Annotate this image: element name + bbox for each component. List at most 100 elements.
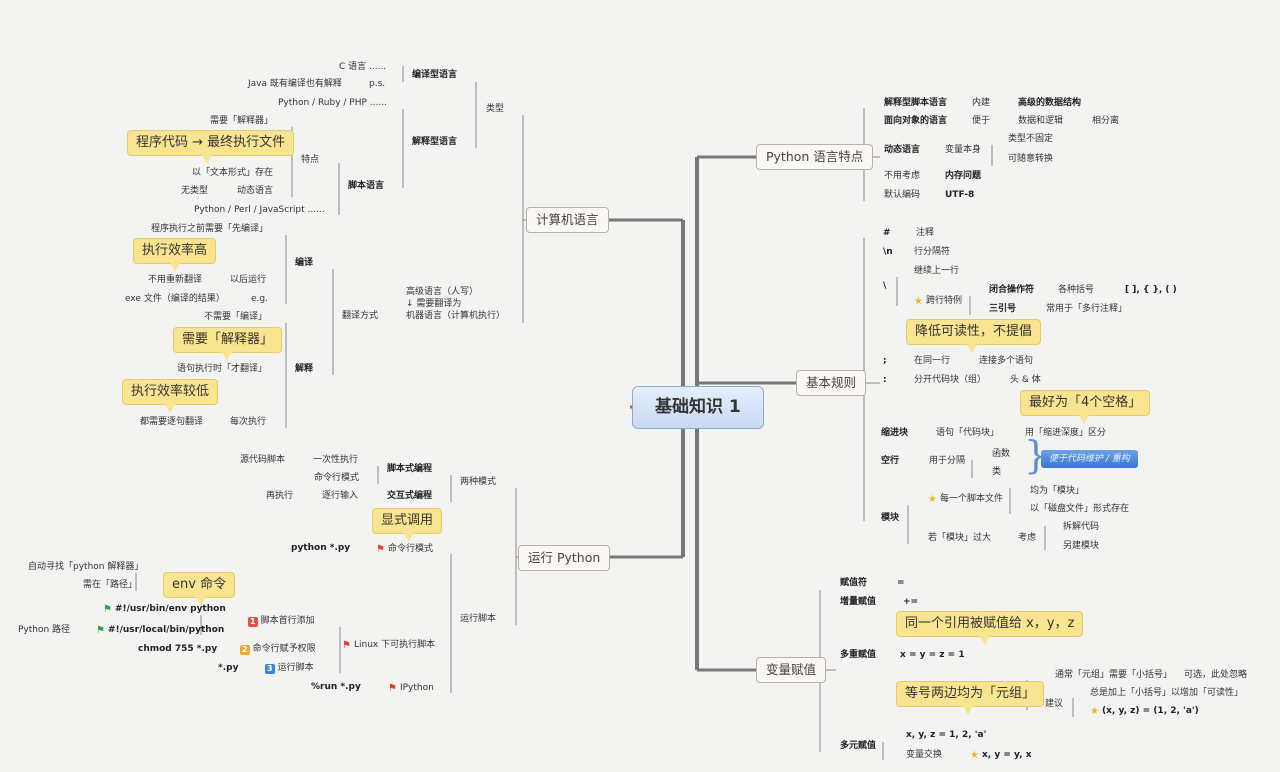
node-linux-exec[interactable]: ⚑ Linux 下可执行脚本: [342, 639, 435, 652]
node-multiline-comment[interactable]: 常用于「多行注释」: [1046, 303, 1127, 315]
node-class[interactable]: 类: [992, 466, 1001, 478]
node-line-by-line[interactable]: 都需要逐句翻译: [140, 416, 203, 428]
node-eg[interactable]: e.g.: [251, 293, 268, 305]
node-newline[interactable]: \n: [883, 246, 893, 258]
node-no-consider[interactable]: 不用考虑: [884, 170, 920, 182]
node-need-interpreter[interactable]: 需要「解释器」: [210, 115, 273, 127]
node-swap-example[interactable]: ★ x, y = y, x: [970, 749, 1032, 762]
node-data-logic[interactable]: 数据和逻辑: [1018, 115, 1063, 127]
node-python-py[interactable]: python *.py: [291, 542, 350, 554]
branch-title[interactable]: 基本规则: [796, 370, 867, 396]
node-dynamic[interactable]: 动态语言: [237, 185, 273, 197]
callout-callout-tuple[interactable]: 等号两边均为「元组」: [896, 681, 1045, 715]
node-optional[interactable]: 可选，此处忽略: [1184, 669, 1247, 681]
node-swap[interactable]: 变量交换: [906, 749, 942, 761]
branch-title[interactable]: 计算机语言: [526, 207, 609, 233]
node-builtin[interactable]: 内建: [972, 97, 990, 109]
node-run-py[interactable]: %run *.py: [311, 681, 361, 693]
node-eq[interactable]: =: [897, 577, 905, 589]
node-maintain[interactable]: 便于代码维护 / 重构: [1041, 450, 1138, 468]
node-python-path[interactable]: Python 路径: [18, 624, 70, 636]
node-script-prog[interactable]: 脚本式编程: [387, 463, 432, 475]
branch-title[interactable]: 变量赋值: [756, 657, 827, 683]
branch-title[interactable]: Python 语言特点: [756, 144, 874, 170]
node-python-ruby[interactable]: Python / Ruby / PHP ......: [278, 97, 387, 109]
node-run-script2[interactable]: 3 运行脚本: [265, 662, 314, 674]
node-xyz1[interactable]: x = y = z = 1: [900, 649, 965, 661]
node-same-line[interactable]: 在同一行: [914, 355, 950, 367]
node-split-code[interactable]: 拆解代码: [1063, 521, 1099, 533]
node-run-later[interactable]: 以后运行: [230, 274, 266, 286]
node-one-time[interactable]: 一次性执行: [313, 454, 358, 466]
node-aug-assign[interactable]: 增量赋值: [840, 596, 876, 608]
node-plus-eq[interactable]: +=: [903, 596, 918, 608]
callout-callout-need-interp[interactable]: 需要「解释器」: [173, 327, 283, 361]
node-cmd-mode[interactable]: 命令行模式: [314, 472, 359, 484]
node-cross-line[interactable]: ★ 跨行特例: [914, 295, 962, 308]
node-line-input[interactable]: 逐行输入: [322, 490, 358, 502]
node-adv-ds[interactable]: 高级的数据结构: [1018, 97, 1081, 109]
node-tuple-paren[interactable]: 通常「元组」需要「小括号」: [1055, 669, 1172, 681]
node-indent-depth[interactable]: 用「缩进深度」区分: [1025, 427, 1106, 439]
node-consider[interactable]: 考虑: [1018, 532, 1036, 544]
node-separate[interactable]: 用于分隔: [929, 455, 965, 467]
node-xyz-tuple[interactable]: x, y, z = 1, 2, 'a': [906, 729, 986, 741]
node-closing-op[interactable]: 闭合操作符: [989, 284, 1034, 296]
node-new-module[interactable]: 另建模块: [1063, 540, 1099, 552]
node-interpret[interactable]: 解释: [295, 363, 313, 375]
node-all-modules[interactable]: 均为「模块」: [1030, 485, 1084, 497]
node-convenient[interactable]: 便于: [972, 115, 990, 127]
node-module-too-big[interactable]: 若「模块」过大: [928, 532, 991, 544]
node-rerun[interactable]: 再执行: [266, 490, 293, 502]
node-chmod[interactable]: chmod 755 *.py: [138, 643, 217, 655]
node-java[interactable]: Java 既有编译也有解释: [248, 78, 342, 90]
node-compile[interactable]: 编译: [295, 257, 313, 269]
callout-callout-high-eff[interactable]: 执行效率高: [133, 238, 217, 272]
node-hash[interactable]: #: [883, 227, 891, 239]
node-exe-file[interactable]: exe 文件（编译的结果）: [125, 293, 225, 305]
node-disk-file[interactable]: 以「磁盘文件」形式存在: [1030, 503, 1129, 515]
node-suggest[interactable]: 建议: [1045, 698, 1063, 710]
node-brackets[interactable]: 各种括号: [1058, 284, 1094, 296]
node-star-py[interactable]: *.py: [218, 662, 238, 674]
node-always-paren[interactable]: 总是加上「小括号」以增加「可读性」: [1090, 687, 1243, 699]
node-multi-assign[interactable]: 多重赋值: [840, 649, 876, 661]
node-var-itself[interactable]: 变量本身: [945, 144, 981, 156]
node-ipython[interactable]: ⚑ IPython: [388, 682, 434, 695]
node-continue[interactable]: 继续上一行: [914, 265, 959, 277]
node-comment[interactable]: 注释: [916, 227, 934, 239]
node-translate-mode[interactable]: 翻译方式: [342, 310, 378, 322]
node-ps[interactable]: p.s.: [369, 78, 385, 90]
node-default-enc[interactable]: 默认编码: [884, 189, 920, 201]
node-grant[interactable]: 2 命令行赋予权限: [240, 643, 316, 655]
callout-callout-low-eff[interactable]: 执行效率较低: [122, 379, 219, 413]
node-source-script[interactable]: 源代码脚本: [240, 454, 285, 466]
node-auto-find[interactable]: 自动寻找「python 解释器」: [28, 561, 143, 573]
node-assign-op[interactable]: 赋值符: [840, 577, 867, 589]
node-every-run[interactable]: 每次执行: [230, 416, 266, 428]
callout-callout-explicit[interactable]: 显式调用: [372, 508, 443, 542]
node-interactive[interactable]: 交互式编程: [387, 490, 432, 502]
node-c-lang[interactable]: C 语言 ......: [339, 61, 386, 73]
node-interpreted[interactable]: 解释型语言: [412, 136, 457, 148]
node-each-script[interactable]: ★ 每一个脚本文件: [928, 493, 1003, 506]
callout-callout-code-exe[interactable]: 程序代码 → 最终执行文件: [127, 130, 295, 164]
node-multi-elem[interactable]: 多元赋值: [840, 740, 876, 752]
node-cmd-mode2[interactable]: ⚑ 命令行模式: [376, 543, 433, 556]
node-convertible[interactable]: 可随意转换: [1008, 153, 1053, 165]
node-type[interactable]: 类型: [486, 103, 504, 115]
node-separate[interactable]: 相分离: [1092, 115, 1119, 127]
node-join-stmts[interactable]: 连接多个语句: [979, 355, 1033, 367]
node-triple-quote[interactable]: 三引号: [989, 303, 1016, 315]
node-function[interactable]: 函数: [992, 448, 1010, 460]
node-machine[interactable]: 机器语言（计算机执行）: [406, 310, 505, 322]
node-colon[interactable]: :: [883, 374, 887, 386]
node-high-level[interactable]: 高级语言（人写）: [406, 286, 478, 298]
callout-callout-env[interactable]: env 命令: [163, 572, 236, 606]
callout-callout-same-ref[interactable]: 同一个引用被赋值给 x，y，z: [896, 611, 1084, 645]
node-head-body[interactable]: 头 & 体: [1010, 374, 1041, 386]
node-shebang-env[interactable]: ⚑ #!/usr/bin/env python: [103, 603, 226, 616]
node-interp-script[interactable]: 解释型脚本语言: [884, 97, 947, 109]
node-run-script[interactable]: 运行脚本: [460, 613, 496, 625]
node-backslash[interactable]: \: [883, 280, 886, 292]
